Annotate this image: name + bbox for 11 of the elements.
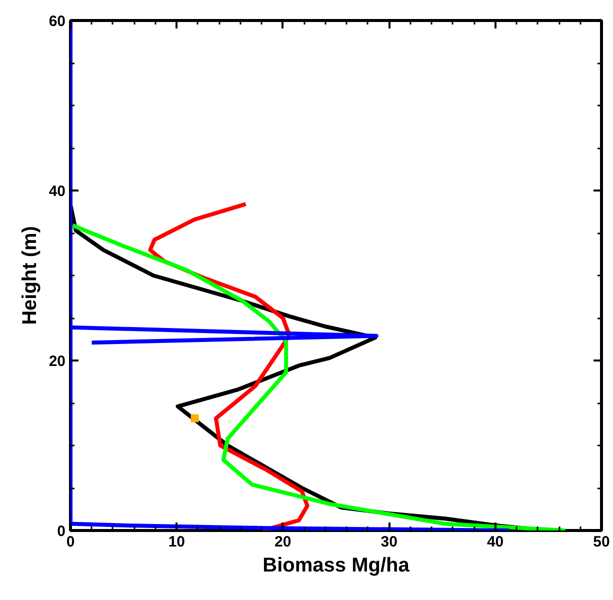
x-tick-label: 30 (380, 534, 398, 550)
x-tick-label: 20 (274, 534, 292, 550)
y-tick-label: 20 (48, 353, 66, 370)
x-tick-label: 40 (486, 534, 504, 550)
y-axis-title: Height (m) (18, 226, 41, 325)
x-tick-label: 10 (168, 534, 186, 550)
x-axis-title: Biomass Mg/ha (262, 554, 410, 576)
y-tick-label: 60 (48, 13, 66, 30)
x-tick-label: 50 (593, 534, 610, 550)
y-tick-label: 0 (57, 523, 66, 540)
y-tick-label: 40 (48, 183, 66, 200)
